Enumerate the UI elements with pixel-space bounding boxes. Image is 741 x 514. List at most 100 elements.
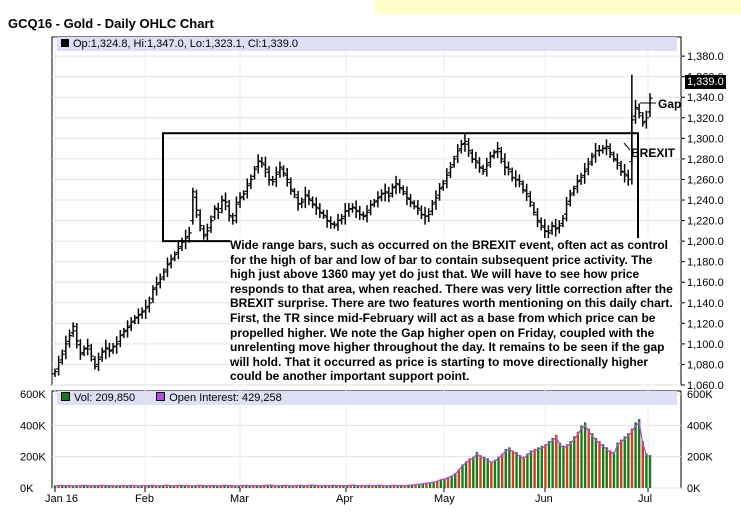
volume-bar [349, 485, 352, 488]
volume-bar [457, 469, 461, 488]
volume-bar [288, 485, 291, 488]
commentary-text: Wide range bars, such as occurred on the… [230, 238, 678, 384]
volume-bar [591, 433, 594, 488]
volume-bar [125, 485, 129, 488]
month-label: Apr [336, 493, 353, 505]
volume-bar [324, 485, 327, 488]
volume-bar [61, 485, 64, 488]
volume-bar [410, 484, 414, 488]
volume-bar [237, 485, 241, 488]
volume-bar [399, 485, 403, 488]
volume-bar [201, 485, 205, 488]
volume-bar [385, 485, 388, 488]
price-tick-label: 1,380.0 [687, 51, 724, 63]
volume-bar [490, 461, 493, 488]
volume-bar [111, 485, 114, 488]
volume-bar [403, 485, 406, 488]
price-tick-label: 1,340.0 [687, 92, 724, 104]
price-tick-label: 1,220.0 [687, 216, 724, 228]
volume-bar [230, 485, 233, 488]
volume-bar [262, 485, 266, 488]
ohlc-readout: Op:1,324.8, Hi:1,347.0, Lo:1,323.1, Cl:1… [73, 38, 299, 50]
volume-bar [396, 485, 399, 488]
volume-bar [533, 448, 536, 488]
volume-bar [529, 450, 533, 488]
month-label: Jun [535, 493, 553, 505]
volume-bar [637, 419, 641, 488]
volume-bar [165, 485, 168, 488]
volume-bar [244, 485, 248, 488]
volume-bar [619, 439, 623, 488]
volume-bar [353, 485, 356, 488]
volume-tick-label-right: 0K [687, 483, 701, 495]
volume-bar [212, 485, 215, 488]
price-tick-label: 1,060.0 [687, 380, 724, 392]
month-label: May [434, 493, 455, 505]
volume-bar [71, 485, 75, 488]
volume-bar [335, 485, 338, 488]
volume-bar [86, 485, 89, 488]
volume-bar [454, 473, 457, 488]
volume-bar [381, 485, 385, 488]
volume-bar [252, 485, 255, 488]
volume-bar [79, 485, 82, 488]
price-tick-label: 1,300.0 [687, 133, 724, 145]
volume-bar [446, 477, 450, 488]
volume-bar [508, 447, 511, 488]
volume-bar [371, 485, 374, 488]
volume-bar [443, 478, 446, 488]
price-tick-label: 1,120.0 [687, 318, 724, 330]
volume-bar [82, 485, 86, 488]
volume-bar [172, 485, 176, 488]
top-banner [375, 0, 741, 15]
volume-bar [53, 485, 57, 488]
volume-bar [367, 485, 370, 488]
volume-bar [291, 485, 295, 488]
volume-bar [129, 485, 132, 488]
volume-bar [302, 485, 306, 488]
volume-bar [208, 485, 212, 488]
price-tick-label: 1,260.0 [687, 174, 724, 186]
volume-bar [479, 455, 482, 488]
month-label: Feb [135, 493, 154, 505]
price-tick-label: 1,200.0 [687, 236, 724, 248]
volume-bar [280, 485, 284, 488]
volume-bar [605, 447, 608, 488]
volume-bar [569, 441, 572, 488]
open-interest-legend-swatch [156, 392, 166, 401]
volume-legend-swatch [61, 392, 70, 401]
volume-bar [187, 485, 190, 488]
volume-bar [277, 485, 280, 488]
volume-bar [223, 485, 226, 488]
volume-bar [241, 485, 244, 488]
volume-bar [147, 485, 150, 488]
series-marker-icon [61, 39, 69, 47]
volume-bar [565, 444, 569, 488]
price-tick-label: 1,280.0 [687, 154, 724, 166]
chart-title: GCQ16 - Gold - Daily OHLC Chart [8, 16, 214, 31]
volume-tick-label-left: 0K [20, 483, 34, 495]
volume-bar [205, 485, 208, 488]
volume-bar [317, 485, 320, 488]
volume-bar [151, 485, 154, 488]
volume-bar [612, 452, 616, 488]
volume-bar [551, 437, 554, 488]
volume-bar [216, 485, 219, 488]
volume-tick-label-right: 400K [687, 420, 713, 432]
volume-bar [623, 436, 626, 488]
volume-bar [180, 485, 183, 488]
volume-bar [306, 485, 309, 488]
volume-bar [219, 485, 223, 488]
volume-bar [226, 485, 230, 488]
volume-bar [475, 452, 479, 488]
volume-bar [309, 485, 313, 488]
volume-bar [522, 456, 525, 488]
volume-bar [468, 458, 471, 488]
volume-bar [143, 485, 147, 488]
volume-bar [100, 485, 104, 488]
volume-bar [562, 445, 565, 488]
volume-bar [558, 442, 562, 488]
volume-bar [583, 422, 587, 488]
volume-bar [133, 485, 136, 488]
